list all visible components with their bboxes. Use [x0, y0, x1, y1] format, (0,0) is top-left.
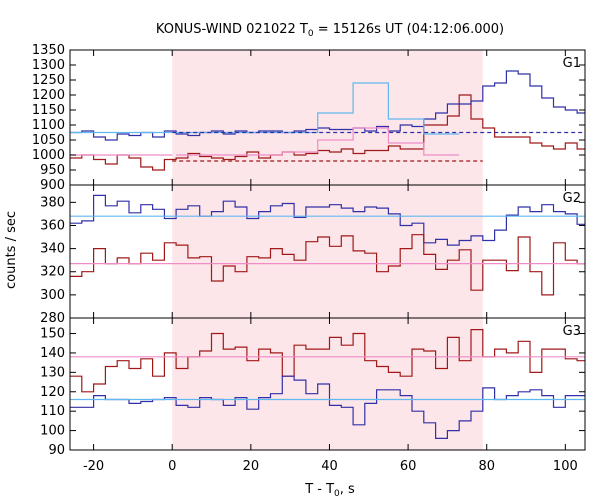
- y-tick-label: 300: [40, 288, 65, 303]
- y-tick-label: 1300: [32, 58, 65, 73]
- y-tick-label: 1350: [32, 43, 65, 58]
- panel-series: [70, 70, 585, 171]
- panels-layer: 90095010001050110011501200125013001350G1…: [32, 43, 586, 474]
- highlight-interval: [172, 185, 483, 318]
- y-tick-label: 150: [40, 327, 65, 342]
- y-tick-label: 110: [40, 404, 65, 419]
- series-red-step: [70, 329, 585, 393]
- y-tick-label: 1250: [32, 73, 65, 88]
- panel-name-label: G3: [563, 324, 581, 339]
- series-blue-step: [70, 375, 585, 439]
- x-tick-label: 60: [400, 459, 417, 474]
- series-blue-step: [70, 70, 585, 141]
- series-lightblue-step: [176, 82, 460, 135]
- y-tick-label: 120: [40, 385, 65, 400]
- panel-g2: 280 300 320 340 360 380 G2: [40, 184, 586, 326]
- y-tick-label: 1100: [32, 118, 65, 133]
- panel-name-label: G1: [563, 56, 581, 71]
- x-tick-label: 80: [478, 459, 495, 474]
- x-axis-label-rest: , s: [340, 482, 355, 497]
- series-red-step: [70, 94, 585, 171]
- y-tick-label: 950: [40, 163, 65, 178]
- y-axis-label: counts / sec: [4, 211, 19, 289]
- x-tick-label: 100: [553, 459, 578, 474]
- series-pink-step: [176, 127, 460, 156]
- panel-g3: 90 100 110 120 130 140 150 G3: [40, 317, 586, 458]
- x-axis-label-subscript: 0: [334, 489, 340, 499]
- x-axis-label: T - T0, s: [304, 482, 355, 499]
- y-tick-label: 1200: [32, 88, 65, 103]
- y-tick-label: 380: [40, 195, 65, 210]
- y-tick-label: 1050: [32, 133, 65, 148]
- chart-title-rest: = 15126s UT (04:12:06.000): [314, 22, 504, 37]
- x-tick-label: 0: [168, 459, 176, 474]
- y-tick-label: 100: [40, 424, 65, 439]
- panel-series: [70, 329, 585, 439]
- x-axis-label-main: T - T: [304, 482, 334, 497]
- y-tick-label: 130: [40, 365, 65, 380]
- y-tick-label: 340: [40, 242, 65, 257]
- y-tick-label: 90: [48, 443, 65, 458]
- series-red-step: [70, 234, 585, 296]
- x-tick-label: -20: [83, 459, 104, 474]
- x-tick-label: 20: [243, 459, 260, 474]
- highlight-interval: [172, 50, 483, 185]
- y-tick-label: 140: [40, 346, 65, 361]
- chart-title-subscript: 0: [308, 29, 314, 39]
- panel-frame: [69, 317, 586, 451]
- y-tick-label: 1000: [32, 148, 65, 163]
- x-tick-label: 40: [321, 459, 338, 474]
- panel-name-label: G2: [563, 191, 581, 206]
- panel-series: [70, 194, 585, 296]
- y-tick-label: 360: [40, 218, 65, 233]
- y-tick-label: 1150: [32, 103, 65, 118]
- series-blue-step: [70, 194, 585, 246]
- y-tick-label: 280: [40, 311, 65, 326]
- y-tick-label: 320: [40, 265, 65, 280]
- chart-title-main: KONUS-WIND 021022 T: [156, 22, 308, 37]
- y-tick-label: 900: [40, 178, 65, 193]
- chart-title: KONUS-WIND 021022 T0 = 15126s UT (04:12:…: [156, 22, 504, 39]
